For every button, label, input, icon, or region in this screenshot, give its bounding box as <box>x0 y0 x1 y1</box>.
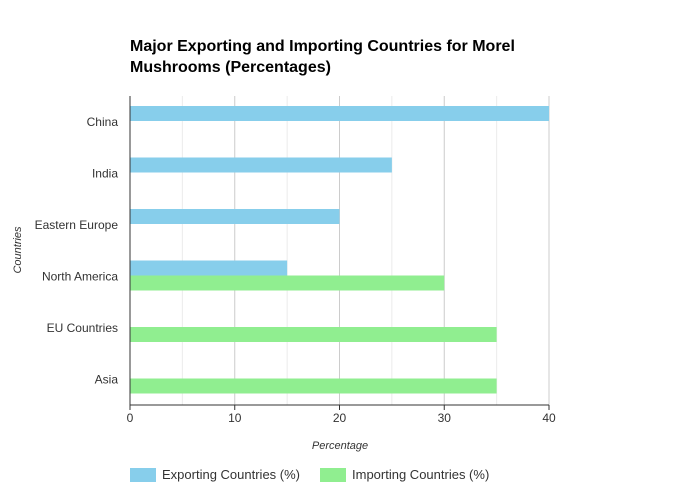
bar-importing[interactable] <box>130 275 445 291</box>
legend-item-exporting[interactable]: Exporting Countries (%) <box>130 467 300 482</box>
x-axis-title: Percentage <box>312 440 368 452</box>
axes: China India Eastern Europe North America EU … <box>35 96 556 425</box>
bar-importing[interactable] <box>130 378 497 394</box>
legend: Exporting Countries (%) Importing Countr… <box>130 467 489 482</box>
y-tick-label: North America <box>42 269 118 283</box>
bars <box>130 106 549 394</box>
chart-title: Major Exporting and Importing Countries … <box>130 38 515 76</box>
gridlines <box>181 96 550 405</box>
bar-exporting[interactable] <box>130 260 288 276</box>
bar-exporting[interactable] <box>130 209 340 224</box>
legend-swatch-importing <box>320 467 346 482</box>
y-tick-label: India <box>92 166 118 180</box>
x-tick-label: 0 <box>127 411 134 425</box>
legend-label-importing: Importing Countries (%) <box>352 467 490 482</box>
bar-exporting[interactable] <box>130 106 549 121</box>
legend-label-exporting: Exporting Countries (%) <box>162 467 300 482</box>
legend-item-importing[interactable]: Importing Countries (%) <box>320 467 489 482</box>
legend-swatch-exporting <box>130 467 156 482</box>
x-tick-label: 20 <box>333 411 347 425</box>
y-axis-title: Countries <box>12 226 24 274</box>
y-tick-label: Eastern Europe <box>35 218 119 232</box>
bar-chart: China India Eastern Europe North America EU … <box>12 96 556 452</box>
x-tick-label: 10 <box>228 411 242 425</box>
y-tick-label: Asia <box>95 372 119 386</box>
x-tick-label: 30 <box>438 411 452 425</box>
bar-exporting[interactable] <box>130 157 392 173</box>
y-tick-label: EU Countries <box>47 321 118 335</box>
bar-importing[interactable] <box>130 327 497 342</box>
y-tick-label: China <box>87 115 119 129</box>
x-tick-label: 40 <box>542 411 556 425</box>
